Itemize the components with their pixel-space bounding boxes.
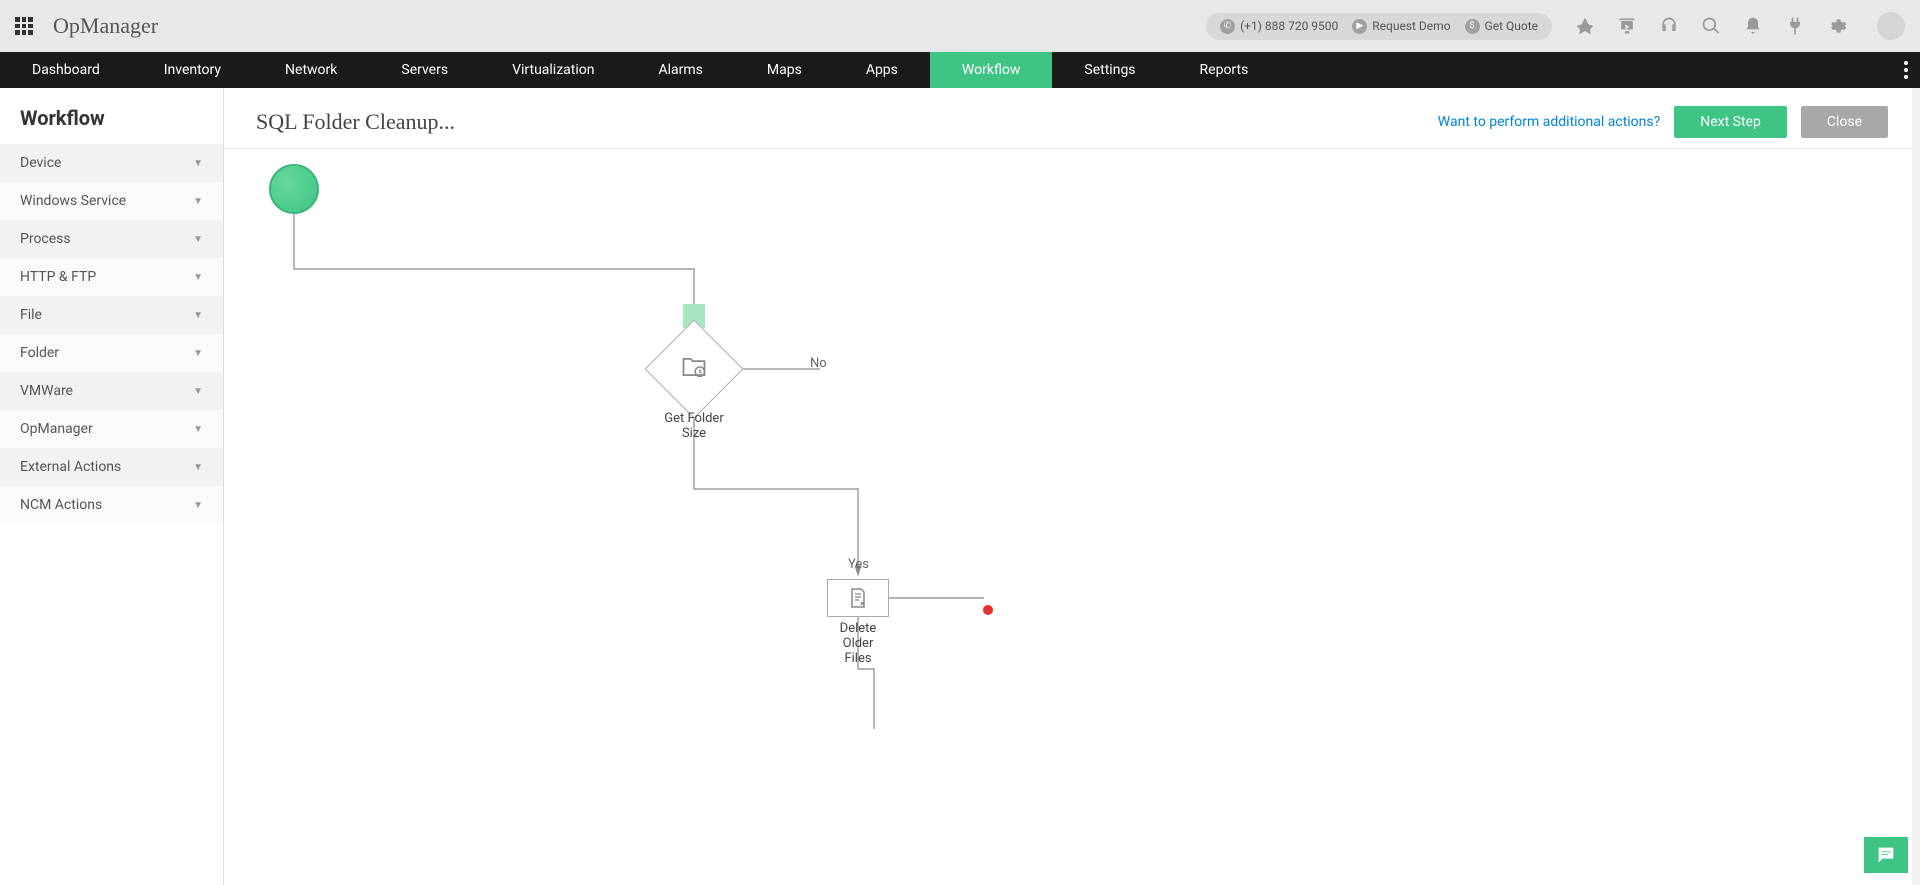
demo-icon: ▶ bbox=[1352, 19, 1367, 34]
gear-icon[interactable] bbox=[1827, 16, 1847, 36]
request-demo[interactable]: ▶ Request Demo bbox=[1352, 19, 1450, 34]
canvas-actions: Want to perform additional actions? Next… bbox=[1438, 106, 1888, 138]
presentation-icon[interactable] bbox=[1617, 16, 1637, 36]
quote-icon: $ bbox=[1465, 19, 1480, 34]
plug-icon[interactable] bbox=[1785, 16, 1805, 36]
nav-reports[interactable]: Reports bbox=[1168, 52, 1281, 88]
nav-servers[interactable]: Servers bbox=[369, 52, 480, 88]
sidebar-section-label: Folder bbox=[20, 345, 59, 361]
chevron-down-icon: ▼ bbox=[193, 424, 203, 435]
sidebar-section-opmanager[interactable]: OpManager ▼ bbox=[0, 410, 223, 448]
user-avatar[interactable] bbox=[1877, 12, 1905, 40]
bell-icon[interactable] bbox=[1743, 16, 1763, 36]
nav-inventory[interactable]: Inventory bbox=[132, 52, 253, 88]
quote-text: Get Quote bbox=[1485, 19, 1538, 33]
chat-icon bbox=[1875, 844, 1897, 866]
nav-alarms[interactable]: Alarms bbox=[626, 52, 734, 88]
rocket-icon[interactable] bbox=[1575, 16, 1595, 36]
sidebar-section-label: Process bbox=[20, 231, 71, 247]
start-node[interactable] bbox=[269, 164, 319, 214]
header-icons bbox=[1575, 12, 1905, 40]
get-folder-size-label: Get Folder Size bbox=[654, 411, 734, 441]
sidebar: Workflow Device ▼ Windows Service ▼ Process ▼… bbox=[0, 88, 224, 885]
chevron-down-icon: ▼ bbox=[193, 462, 203, 473]
canvas-area: SQL Folder Cleanup... Want to perform ad… bbox=[224, 88, 1920, 885]
sidebar-section-file[interactable]: File ▼ bbox=[0, 296, 223, 334]
nav-maps[interactable]: Maps bbox=[735, 52, 834, 88]
sidebar-title: Workflow bbox=[0, 88, 223, 144]
chevron-down-icon: ▼ bbox=[193, 272, 203, 283]
folder-clock-icon bbox=[680, 353, 708, 381]
sidebar-section-external-actions[interactable]: External Actions ▼ bbox=[0, 448, 223, 486]
close-button[interactable]: Close bbox=[1801, 106, 1888, 138]
nav-apps[interactable]: Apps bbox=[834, 52, 930, 88]
stop-endpoint bbox=[983, 605, 993, 615]
get-quote[interactable]: $ Get Quote bbox=[1465, 19, 1538, 34]
contact-group: ✆ (+1) 888 720 9500 ▶ Request Demo $ Get… bbox=[1206, 13, 1552, 40]
workflow-title: SQL Folder Cleanup... bbox=[256, 109, 455, 135]
scrollbar[interactable] bbox=[1912, 88, 1920, 885]
header-right: ✆ (+1) 888 720 9500 ▶ Request Demo $ Get… bbox=[1206, 12, 1905, 40]
top-header: OpManager ✆ (+1) 888 720 9500 ▶ Request … bbox=[0, 0, 1920, 52]
sidebar-section-label: Windows Service bbox=[20, 193, 126, 209]
flowchart-canvas[interactable]: Get Folder Size No Yes Delete Older File… bbox=[224, 149, 1920, 885]
sidebar-section-ncm-actions[interactable]: NCM Actions ▼ bbox=[0, 486, 223, 524]
canvas-header: SQL Folder Cleanup... Want to perform ad… bbox=[224, 88, 1920, 149]
get-folder-size-node[interactable] bbox=[645, 320, 744, 419]
phone-icon: ✆ bbox=[1220, 19, 1235, 34]
chevron-down-icon: ▼ bbox=[193, 196, 203, 207]
sidebar-section-folder[interactable]: Folder ▼ bbox=[0, 334, 223, 372]
chevron-down-icon: ▼ bbox=[193, 158, 203, 169]
content: Workflow Device ▼ Windows Service ▼ Process ▼… bbox=[0, 88, 1920, 885]
nav-more-icon[interactable] bbox=[1892, 52, 1920, 88]
chat-button[interactable] bbox=[1864, 837, 1908, 873]
nav-network[interactable]: Network bbox=[253, 52, 369, 88]
logo: OpManager bbox=[53, 13, 158, 39]
sidebar-section-label: NCM Actions bbox=[20, 497, 102, 513]
edge-label-yes: Yes bbox=[848, 557, 869, 572]
sidebar-section-vmware[interactable]: VMWare ▼ bbox=[0, 372, 223, 410]
main-nav: DashboardInventoryNetworkServersVirtuali… bbox=[0, 52, 1920, 88]
phone-contact[interactable]: ✆ (+1) 888 720 9500 bbox=[1220, 19, 1338, 34]
demo-text: Request Demo bbox=[1372, 19, 1450, 33]
delete-older-files-label: Delete Older Files bbox=[828, 621, 888, 666]
sidebar-section-label: Device bbox=[20, 155, 61, 171]
edge-label-no: No bbox=[810, 356, 827, 371]
sidebar-section-process[interactable]: Process ▼ bbox=[0, 220, 223, 258]
sidebar-section-windows-service[interactable]: Windows Service ▼ bbox=[0, 182, 223, 220]
nav-dashboard[interactable]: Dashboard bbox=[0, 52, 132, 88]
phone-text: (+1) 888 720 9500 bbox=[1240, 19, 1338, 33]
sidebar-section-label: HTTP & FTP bbox=[20, 269, 96, 285]
chevron-down-icon: ▼ bbox=[193, 234, 203, 245]
search-icon[interactable] bbox=[1701, 16, 1721, 36]
delete-older-files-node[interactable] bbox=[827, 579, 889, 617]
next-step-button[interactable]: Next Step bbox=[1674, 106, 1787, 138]
sidebar-section-device[interactable]: Device ▼ bbox=[0, 144, 223, 182]
file-x-icon bbox=[846, 586, 870, 610]
flow-edges bbox=[224, 149, 1920, 885]
headset-icon[interactable] bbox=[1659, 16, 1679, 36]
sidebar-section-label: OpManager bbox=[20, 421, 93, 437]
sidebar-section-http-ftp[interactable]: HTTP & FTP ▼ bbox=[0, 258, 223, 296]
apps-grid-icon[interactable] bbox=[15, 17, 33, 35]
sidebar-section-label: External Actions bbox=[20, 459, 121, 475]
chevron-down-icon: ▼ bbox=[193, 386, 203, 397]
additional-actions-link[interactable]: Want to perform additional actions? bbox=[1438, 114, 1660, 130]
nav-workflow[interactable]: Workflow bbox=[930, 52, 1053, 88]
nav-settings[interactable]: Settings bbox=[1052, 52, 1167, 88]
nav-virtualization[interactable]: Virtualization bbox=[480, 52, 626, 88]
chevron-down-icon: ▼ bbox=[193, 310, 203, 321]
chevron-down-icon: ▼ bbox=[193, 500, 203, 511]
chevron-down-icon: ▼ bbox=[193, 348, 203, 359]
sidebar-section-label: File bbox=[20, 307, 42, 323]
sidebar-section-label: VMWare bbox=[20, 383, 73, 399]
